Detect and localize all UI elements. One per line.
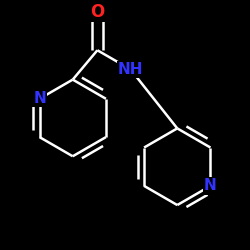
Text: N: N xyxy=(204,178,217,194)
Text: O: O xyxy=(90,3,104,21)
Text: N: N xyxy=(33,91,46,106)
Text: NH: NH xyxy=(118,62,143,77)
